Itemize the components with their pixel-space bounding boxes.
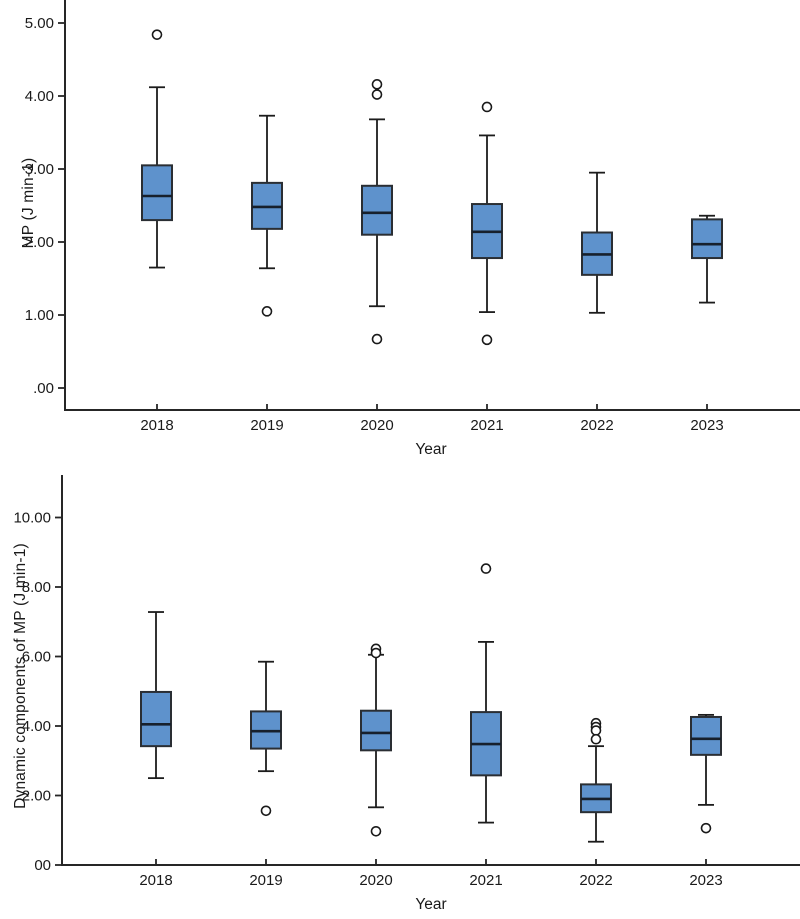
y-tick-label: 1.00 [25,307,54,324]
outlier-point [590,733,602,745]
outlier-point [700,822,712,834]
x-tick-label: 2019 [250,417,283,434]
outlier-point [481,101,493,113]
x-tick-label: 2022 [579,872,612,889]
iqr-box [691,218,723,260]
y-tick-label: 8.00 [22,579,51,596]
outlier-point [371,89,383,100]
y-axis-label: MP (J min-1) [20,157,37,249]
y-tick-label: 4.00 [25,88,54,105]
outlier-point [370,825,382,837]
dynamic-mp-boxplot-canvas: 10.00 8.00 6.00 4.00 2.00 00 2018 2019 2020 2021 2… [13,475,800,889]
x-tick-label: 2018 [139,872,172,889]
outlier-point [371,79,383,90]
mp-boxplot-canvas: 5.00 4.00 3.00 2.00 1.00 .00 2018 2019 2020 2021 2… [25,0,800,434]
x-tick-label: 2020 [360,417,393,434]
box-2018 [140,611,172,780]
outlier-point [260,805,272,817]
y-tick-label: 2.00 [22,788,51,805]
y-tick-label: 4.00 [22,718,51,735]
x-tick-label: 2020 [359,872,392,889]
x-tick-label: 2023 [689,872,722,889]
x-tick-label: 2022 [580,417,613,434]
x-tick-label: 2021 [469,872,502,889]
box-2021 [471,101,503,346]
box-2022 [580,717,612,843]
y-tick-label: 6.00 [22,649,51,666]
y-tick-label: 5.00 [25,15,54,32]
outlier-point [370,647,382,659]
iqr-box [361,184,393,236]
x-tick-label: 2023 [690,417,723,434]
outlier-point [480,563,492,574]
outlier-point [261,306,273,317]
box-2020 [360,643,392,837]
box-2023 [690,713,722,834]
box-2021 [470,563,502,824]
x-axis-label: Year [415,441,447,458]
dynamic-mp-boxplot-figure: 10.00 8.00 6.00 4.00 2.00 00 2018 2019 2020 2021 2… [0,460,800,919]
y-tick-label: 3.00 [25,161,54,178]
outlier-point [371,333,383,345]
x-tick-label: 2021 [470,417,503,434]
y-axis-label: Dynamic components of MP (J min-1) [12,543,29,809]
outlier-point [590,725,602,736]
iqr-box [140,690,172,748]
y-tick-label: 00 [34,857,51,874]
y-tick-label: .00 [33,380,54,397]
iqr-box [141,164,173,222]
box-2019 [251,114,283,317]
y-tick-label: 2.00 [25,234,54,251]
box-2023 [691,214,723,304]
box-2022 [581,171,613,314]
outlier-point [481,334,493,346]
outlier-point [151,29,163,40]
x-axis-label: Year [415,896,447,913]
iqr-box [690,715,722,756]
iqr-box [360,709,392,752]
box-2019 [250,660,282,817]
y-tick-label: 10.00 [13,510,51,527]
x-tick-label: 2019 [249,872,282,889]
x-tick-label: 2018 [140,417,173,434]
box-2018 [141,29,173,269]
box-2020 [361,79,393,345]
mp-boxplot-figure: 5.00 4.00 3.00 2.00 1.00 .00 2018 2019 2020 2021 2… [20,0,800,458]
